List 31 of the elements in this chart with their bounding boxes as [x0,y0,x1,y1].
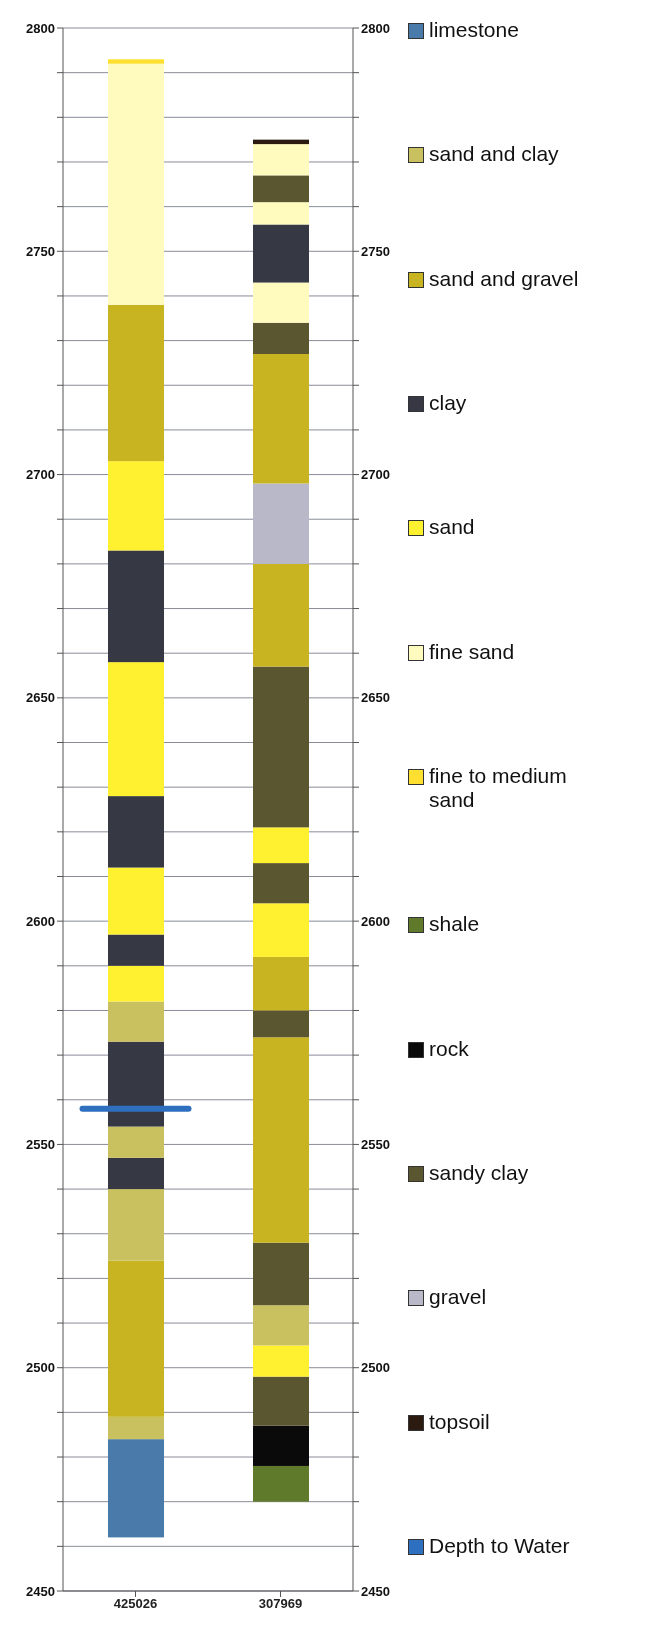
legend-label: fine to medium sand [429,763,568,812]
legend-label: sand [429,515,476,540]
y2-tick-label: 2550 [361,1137,390,1153]
y2-tick-label: 2800 [361,20,390,36]
legend-label: sandy clay [429,1160,530,1185]
x-tick-label: 425026 [113,1596,158,1612]
x-tick-label: 307969 [258,1596,303,1612]
y2-tick-label: 2600 [361,913,390,929]
y-tick-label: 2450 [26,1583,55,1599]
y-tick-label: 2500 [26,1360,55,1376]
legend-label: clay [429,390,468,415]
legend-label: rock [429,1036,470,1061]
y2-tick-label: 2450 [361,1583,390,1599]
legend-label: topsoil [429,1409,491,1434]
legend-label: shale [429,912,481,937]
y-tick-label: 2750 [26,243,55,259]
legend-label: limestone [429,18,520,42]
y2-tick-label: 2700 [361,467,390,483]
legend-label: fine sand [429,639,516,664]
legend-label: gravel [429,1285,488,1310]
y-tick-label: 2800 [26,20,55,36]
y-tick-label: 2700 [26,467,55,483]
y-tick-label: 2650 [26,690,55,706]
y-tick-label: 2550 [26,1137,55,1153]
y2-tick-label: 2650 [361,690,390,706]
y-tick-label: 2600 [26,913,55,929]
y2-tick-label: 2750 [361,243,390,259]
legend-label: sand and clay [429,142,560,167]
legend-label: Depth to Water [429,1533,571,1558]
legend-label: sand and gravel [429,266,580,291]
y2-tick-label: 2500 [361,1360,390,1376]
